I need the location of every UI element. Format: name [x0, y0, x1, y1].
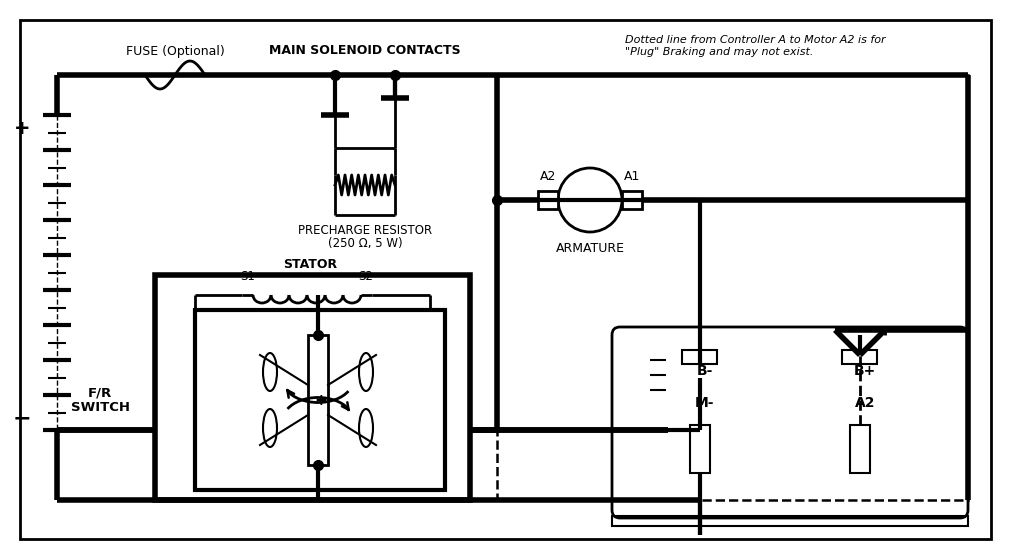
Text: M-: M-: [696, 396, 715, 410]
Text: Dotted line from Controller A to Motor A2 is for
"Plug" Braking and may not exis: Dotted line from Controller A to Motor A…: [625, 35, 886, 57]
Text: B-: B-: [697, 364, 713, 378]
Text: (250 Ω, 5 W): (250 Ω, 5 W): [328, 238, 402, 250]
Text: A1: A1: [624, 170, 640, 183]
Text: FUSE (Optional): FUSE (Optional): [125, 45, 224, 59]
Text: A2: A2: [540, 170, 556, 183]
Bar: [308, 335, 328, 465]
Bar: [155, 275, 470, 500]
Text: A2: A2: [854, 396, 876, 410]
Text: S1: S1: [241, 270, 256, 283]
Bar: [690, 425, 710, 473]
Bar: [682, 350, 717, 364]
Text: MAIN SOLENOID CONTACTS: MAIN SOLENOID CONTACTS: [269, 44, 461, 56]
Bar: [497, 75, 968, 500]
Bar: [842, 350, 877, 364]
Text: S2: S2: [359, 270, 373, 283]
Text: STATOR: STATOR: [283, 258, 337, 271]
Bar: [612, 516, 968, 526]
Bar: [622, 191, 642, 209]
Text: PRECHARGE RESISTOR: PRECHARGE RESISTOR: [298, 224, 432, 236]
Text: B+: B+: [854, 364, 877, 378]
Text: +: +: [314, 393, 328, 408]
Bar: [538, 191, 558, 209]
Bar: [195, 310, 445, 490]
Text: F/R
SWITCH: F/R SWITCH: [71, 386, 129, 414]
Text: ARMATURE: ARMATURE: [555, 241, 625, 254]
Text: −: −: [13, 408, 31, 428]
Bar: [850, 425, 870, 473]
Text: +: +: [14, 119, 30, 138]
